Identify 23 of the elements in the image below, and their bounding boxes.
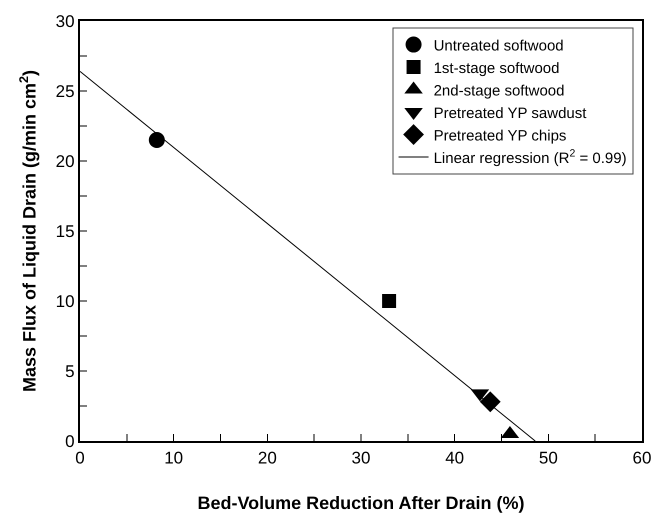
x-tick-label: 30 [352,448,370,468]
x-tick-label: 50 [538,448,558,468]
point [148,132,165,148]
legend-label: Pretreated YP sawdust [434,104,588,122]
y-tick-label: 20 [56,152,75,171]
y-tick-label: 5 [65,362,75,381]
legend-label: Untreated softwood [434,37,564,54]
x-axis-title: Bed-Volume Reduction After Drain (%) [197,493,525,513]
x-tick-label: 40 [445,448,464,468]
point [480,391,501,412]
y-tick-label: 10 [56,292,75,311]
legend-label: 2nd-stage softwood [434,82,564,100]
legend-label: 1st-stage softwood [434,60,560,77]
y-tick-label: 15 [56,222,75,241]
legend-label: Linear regression (R$^{2}$ = 0.99) [434,148,627,167]
x-tick-label: 20 [258,448,277,468]
y-tick-label: 0 [65,432,75,451]
y-tick-label: 30 [56,12,75,31]
y-tick-label: 25 [56,82,75,101]
x-tick-label: 10 [164,448,184,468]
x-tick-label: 60 [632,448,652,468]
legend-label: Pretreated YP chips [434,127,566,144]
point [382,294,396,308]
